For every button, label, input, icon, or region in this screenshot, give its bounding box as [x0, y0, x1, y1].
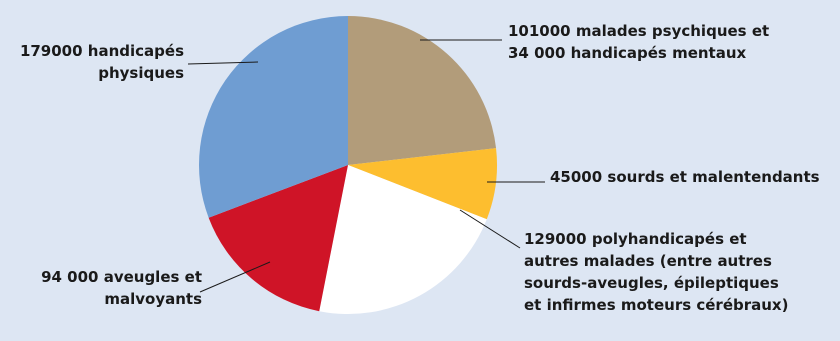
slice-handicapes-physiques	[199, 16, 348, 218]
slice-label: 45000 sourds et malentendants	[550, 168, 820, 186]
slice-label-line: 45000 sourds et malentendants	[550, 168, 820, 186]
slice-label: 129000 polyhandicapés et autres malades (…	[524, 230, 788, 314]
slice-label-line: 94 000 aveugles et	[41, 268, 202, 286]
slice-label-line: 179000 handicapés	[20, 42, 184, 60]
slice-label-line: 34 000 handicapés mentaux	[508, 44, 747, 62]
slice-label-line: physiques	[98, 64, 184, 82]
slice-label-line: sourds-aveugles, épileptiques	[524, 274, 779, 292]
slice-polyhandicapes	[319, 165, 487, 315]
slice-malades-psychiques	[348, 16, 497, 165]
slice-label-line: autres malades (entre autres	[524, 252, 772, 270]
slice-label: 179000 handicapés physiques	[20, 42, 184, 82]
slice-label-line: et infirmes moteurs cérébraux)	[524, 296, 788, 314]
slice-aveugles-malvoyants	[208, 165, 348, 312]
leader-line	[459, 209, 521, 249]
slice-label: 94 000 aveugles et malvoyants	[41, 268, 202, 308]
slice-label-line: 101000 malades psychiques et	[508, 22, 769, 40]
slice-label: 101000 malades psychiques et 34 000 handi…	[508, 22, 769, 62]
slice-sourds-malentendants	[348, 148, 497, 220]
leader-line	[187, 61, 259, 65]
slice-label-line: malvoyants	[104, 290, 202, 308]
leader-line	[199, 261, 271, 293]
slice-label-line: 129000 polyhandicapés et	[524, 230, 747, 248]
